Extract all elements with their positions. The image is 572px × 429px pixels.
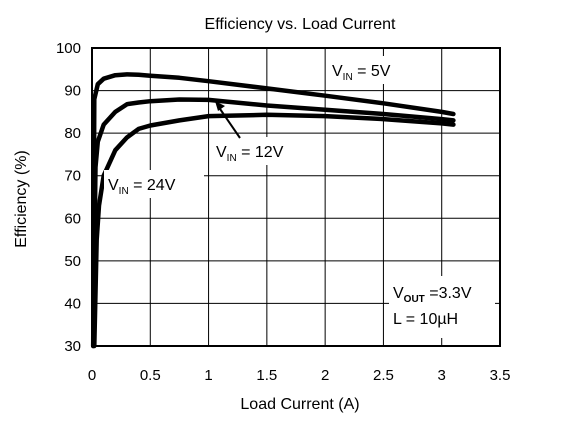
series-label-vin-24v: VIN = 24V (108, 177, 176, 197)
y-tick-label: 80 (64, 125, 81, 142)
x-tick-label: 0 (88, 367, 96, 384)
series-label-vin-5v: VIN = 5V (332, 63, 391, 83)
x-tick-label: 2.5 (373, 367, 394, 384)
y-tick-label: 60 (64, 210, 81, 227)
x-tick-labels: 0 0.5 1 1.5 2 2.5 3 3.5 (88, 367, 511, 384)
y-tick-label: 100 (56, 40, 81, 57)
label-bg-24v (104, 170, 204, 198)
series-label-vin-12v: VIN = 12V (216, 144, 284, 164)
x-tick-label: 0.5 (140, 367, 161, 384)
y-tick-label: 50 (64, 253, 81, 270)
inductor-annotation: L = 10µH (393, 311, 458, 328)
series-lines (90, 72, 456, 349)
label-bg-12v (212, 137, 308, 165)
x-tick-label: 1 (204, 367, 212, 384)
y-axis-title: Efficiency (%) (13, 150, 30, 248)
arrow-12v (217, 105, 241, 139)
x-tick-label: 3.5 (490, 367, 511, 384)
y-tick-label: 90 (64, 83, 81, 100)
y-tick-label: 40 (64, 295, 81, 312)
x-tick-label: 2 (321, 367, 329, 384)
y-tick-label: 30 (64, 338, 81, 355)
grid-lines (92, 48, 500, 346)
conditions-bg (389, 276, 495, 338)
x-tick-label: 1.5 (256, 367, 277, 384)
series-line-0 (90, 72, 456, 349)
x-tick-label: 3 (438, 367, 446, 384)
x-axis-title: Load Current (A) (240, 396, 359, 413)
series-line-1 (90, 97, 456, 349)
y-tick-label: 70 (64, 168, 81, 185)
series-line-2 (92, 112, 456, 349)
vout-annotation: VOUT =3.3V (393, 285, 472, 305)
y-tick-labels: 30 40 50 60 70 80 90 100 (56, 40, 81, 355)
label-bg-5v (328, 56, 416, 84)
arrowhead-12v (215, 101, 225, 111)
chart-title: Efficiency vs. Load Current (205, 16, 396, 33)
